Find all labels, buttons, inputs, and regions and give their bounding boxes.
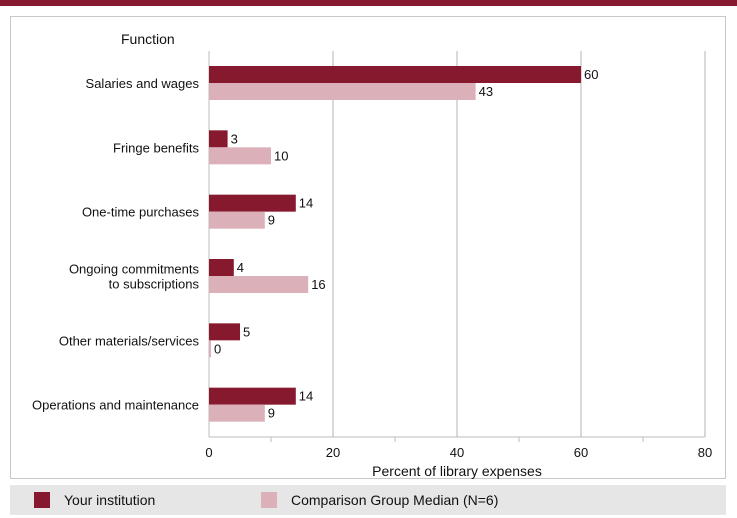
legend-swatch-your-institution (34, 492, 50, 508)
x-tick-label: 20 (326, 445, 340, 460)
legend-label-comparison-median: Comparison Group Median (N=6) (291, 492, 499, 508)
bar-your-institution (209, 259, 234, 276)
category-label: One-time purchases (82, 205, 200, 220)
data-label: 16 (311, 277, 325, 292)
category-label: Ongoing commitments (69, 262, 200, 277)
bar-your-institution (209, 66, 581, 83)
bars (209, 66, 581, 422)
data-label: 5 (243, 324, 250, 339)
bar-your-institution (209, 387, 296, 405)
chart-panel: 0 20 40 60 80 60 43 Salaries and wages 3 10 Fringe… (10, 16, 726, 479)
bar-comparison-median (209, 340, 211, 358)
bar-comparison-median (209, 147, 271, 165)
x-tick-label: 60 (574, 445, 588, 460)
bar-comparison-median (209, 404, 265, 422)
bar-comparison-median (209, 83, 476, 100)
legend-label-your-institution: Your institution (64, 492, 156, 508)
x-tick-label: 40 (450, 445, 464, 460)
data-label: 10 (274, 148, 288, 163)
data-label: 4 (237, 260, 244, 275)
bar-your-institution (209, 130, 228, 148)
category-label: Fringe benefits (113, 140, 199, 155)
grid-lines (208, 51, 706, 442)
legend-item-your-institution: Your institution (34, 485, 155, 515)
x-axis-title: Percent of library expenses (372, 463, 542, 479)
data-label: 9 (268, 406, 275, 421)
legend-item-comparison-median: Comparison Group Median (N=6) (261, 485, 498, 515)
bar-comparison-median (209, 211, 265, 229)
bar-your-institution (209, 194, 296, 212)
category-label: Other materials/services (59, 333, 200, 348)
x-tick-label: 0 (205, 445, 212, 460)
data-label: 0 (214, 341, 221, 356)
data-label: 14 (299, 389, 313, 404)
bar-your-institution (209, 323, 240, 341)
data-label: 14 (299, 196, 313, 211)
category-label: to subscriptions (109, 277, 200, 292)
category-label: Salaries and wages (86, 76, 200, 91)
legend-swatch-comparison-median (261, 492, 277, 508)
data-label: 9 (268, 213, 275, 228)
x-tick-label: 80 (698, 445, 712, 460)
data-label: 43 (479, 84, 493, 99)
y-axis-title: Function (121, 31, 175, 47)
data-label: 60 (584, 67, 598, 82)
data-label: 3 (231, 131, 238, 146)
bar-comparison-median (209, 276, 309, 293)
legend: Your institution Comparison Group Median… (10, 485, 726, 515)
category-label: Operations and maintenance (32, 398, 199, 413)
top-accent-bar (0, 0, 737, 6)
